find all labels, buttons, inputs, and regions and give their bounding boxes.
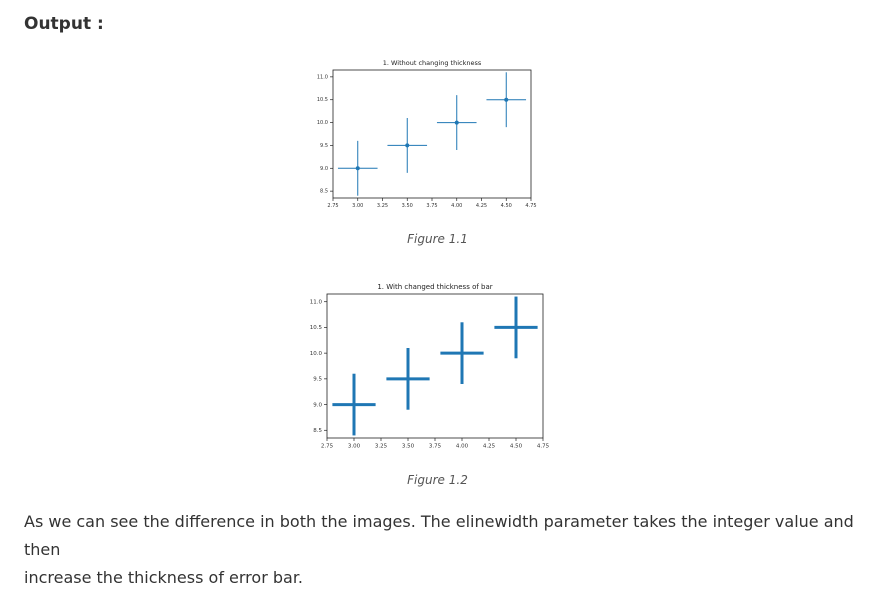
chart-title: 1. Without changing thickness <box>383 59 482 67</box>
x-tick-label: 3.75 <box>429 444 442 450</box>
plot-frame <box>326 293 544 439</box>
x-tick-label: 4.00 <box>456 444 469 450</box>
data-point-1 <box>337 140 378 196</box>
data-point-1 <box>332 373 376 436</box>
plot-frame <box>332 69 532 199</box>
x-tick-label: 4.25 <box>483 444 496 450</box>
x-tick-label: 2.75 <box>321 444 334 450</box>
y-tick-label: 10.0 <box>317 120 328 126</box>
y-tick-label: 10.5 <box>310 325 323 331</box>
x-tick-label: 4.25 <box>476 203 487 209</box>
data-point-2 <box>387 118 428 173</box>
paragraph-line-2: increase the thickness of error bar. <box>24 568 304 587</box>
y-tick-label: 10.5 <box>317 97 328 103</box>
figure-1-caption: Figure 1.1 <box>407 232 468 246</box>
data-point-3 <box>436 95 477 150</box>
x-tick-label: 3.50 <box>402 444 415 450</box>
y-tick-label: 9.5 <box>320 143 328 149</box>
x-tick-label: 3.25 <box>375 444 388 450</box>
y-tick-label: 10.0 <box>310 351 323 357</box>
y-tick-label: 11.0 <box>310 299 323 305</box>
paragraph-line-1: As we can see the difference in both the… <box>24 512 854 559</box>
y-tick-label: 9.0 <box>320 166 328 172</box>
x-tick-label: 3.00 <box>352 203 363 209</box>
x-tick-label: 4.50 <box>501 203 512 209</box>
x-tick-label: 3.00 <box>348 444 361 450</box>
output-heading: Output : <box>24 14 104 34</box>
figure-2-chart: 1. With changed thickness of bar 2.75 3.00… <box>300 280 550 450</box>
x-tick-label: 4.75 <box>537 444 550 450</box>
x-tick-label: 2.75 <box>327 203 338 209</box>
x-tick-label: 3.75 <box>426 203 437 209</box>
x-tick-label: 4.75 <box>525 203 536 209</box>
y-tick-label: 8.5 <box>313 428 322 434</box>
explanation-paragraph: As we can see the difference in both the… <box>24 508 854 592</box>
chart-title: 1. With changed thickness of bar <box>377 283 492 291</box>
data-point-3 <box>440 322 484 384</box>
data-point-4 <box>486 72 527 128</box>
x-tick-label: 3.25 <box>377 203 388 209</box>
x-tick-label: 4.00 <box>451 203 462 209</box>
data-marker <box>405 143 410 148</box>
figure-1-chart: 1. Without changing thickness 2.75 3.00 3.2… <box>300 56 540 212</box>
data-point-2 <box>386 348 430 410</box>
data-marker <box>454 120 459 125</box>
y-tick-label: 9.0 <box>313 402 322 408</box>
x-tick-label: 3.50 <box>402 203 413 209</box>
x-tick-label: 4.50 <box>510 444 523 450</box>
data-marker <box>355 166 360 171</box>
figure-2-caption: Figure 1.2 <box>407 473 468 487</box>
y-tick-label: 8.5 <box>320 189 328 195</box>
y-tick-label: 11.0 <box>317 74 328 80</box>
y-tick-label: 9.5 <box>313 377 322 383</box>
data-marker <box>504 97 509 102</box>
data-point-4 <box>494 296 538 359</box>
errorbar-chart-2: 1. With changed thickness of bar 2.75 3.00… <box>310 283 550 450</box>
errorbar-chart-1: 1. Without changing thickness 2.75 3.00 3.2… <box>317 59 537 209</box>
